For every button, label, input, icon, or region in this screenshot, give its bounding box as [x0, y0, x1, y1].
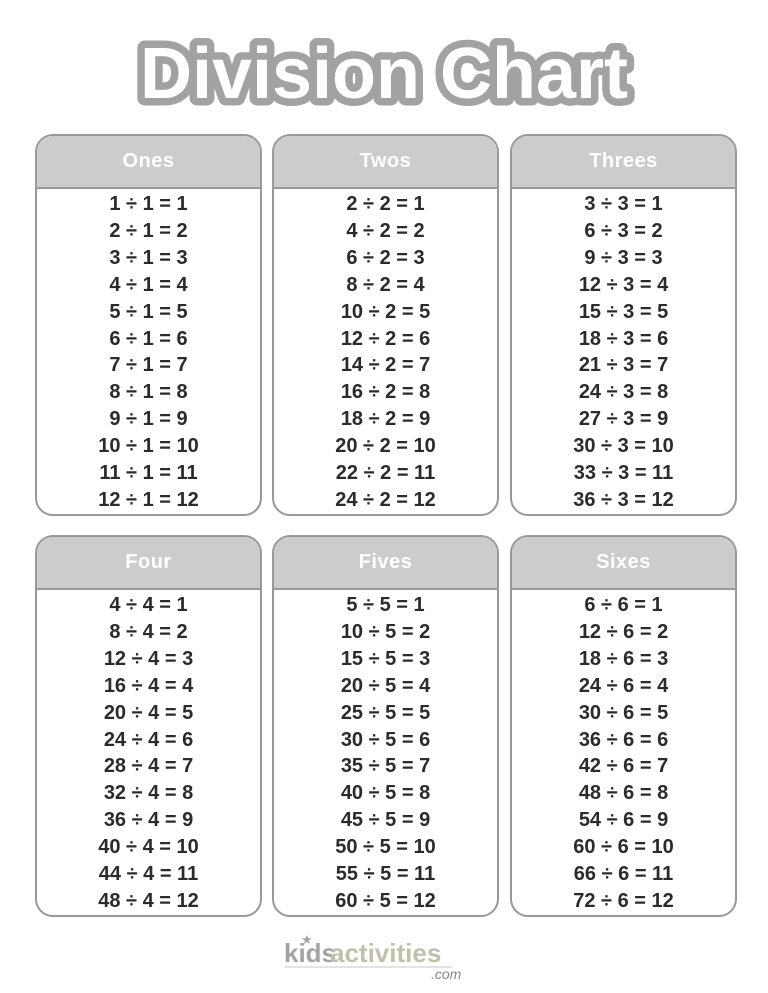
svg-text:activities: activities [330, 938, 441, 968]
svg-text:★: ★ [301, 932, 313, 947]
svg-text:.com: .com [431, 966, 462, 982]
svg-text:Division Chart: Division Chart [140, 34, 628, 114]
